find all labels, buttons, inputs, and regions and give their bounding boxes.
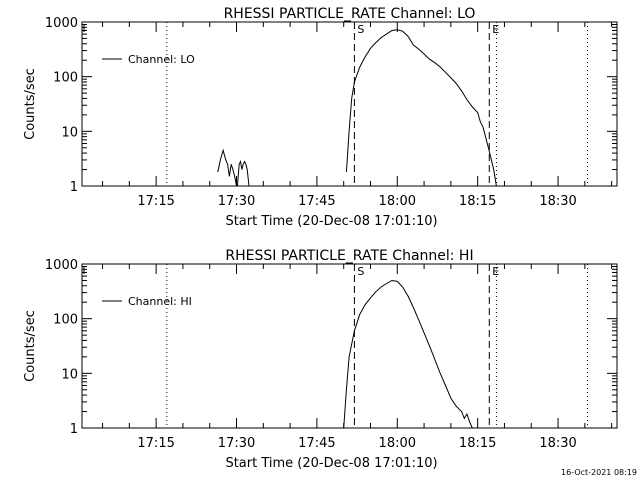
- plot-frame: [81, 263, 618, 429]
- legend-label: Channel: HI: [128, 295, 192, 308]
- series-line: [343, 279, 473, 429]
- chart-panel-hi: RHESSI PARTICLE_RATE Channel: HI 1 10 100 10…: [23, 248, 618, 471]
- x-tick-label: 17:15: [137, 436, 174, 451]
- plot-frame: [81, 21, 618, 187]
- marker-label-e: E: [492, 265, 499, 278]
- footer-timestamp: 16-Oct-2021 08:19: [561, 468, 637, 477]
- x-tick-label: 17:45: [298, 436, 335, 451]
- series-line: [217, 148, 250, 187]
- y-axis-label: Counts/sec: [23, 310, 38, 382]
- y-axis-label: Counts/sec: [23, 68, 38, 140]
- y-tick-label: 1: [70, 180, 78, 195]
- y-tick-label: 1000: [45, 258, 78, 273]
- y-tick-label: 1000: [45, 16, 78, 31]
- x-axis-label: Start Time (20-Dec-08 17:01:10): [225, 214, 437, 229]
- legend-label: Channel: LO: [128, 53, 195, 66]
- x-tick-label: 18:00: [379, 436, 416, 451]
- series-line: [345, 29, 497, 187]
- y-tick-label: 10: [61, 125, 78, 140]
- x-axis-label: Start Time (20-Dec-08 17:01:10): [225, 456, 437, 471]
- chart-title: RHESSI PARTICLE_RATE Channel: HI: [225, 248, 473, 264]
- chart-panel-lo: RHESSI PARTICLE_RATE Channel: LO 1 10 100 10…: [23, 6, 618, 229]
- x-tick-label: 18:00: [379, 194, 416, 209]
- x-tick-label: 17:45: [298, 194, 335, 209]
- marker-label-e: E: [492, 23, 499, 36]
- marker-label-s: S: [357, 23, 364, 36]
- x-tick-label: 18:30: [539, 436, 576, 451]
- y-tick-label: 100: [53, 71, 78, 86]
- x-tick-label: 18:15: [459, 194, 496, 209]
- x-tick-label: 17:15: [137, 194, 174, 209]
- x-tick-label: 18:30: [539, 194, 576, 209]
- x-tick-label: 18:15: [459, 436, 496, 451]
- marker-label-s: S: [357, 265, 364, 278]
- x-tick-label: 17:30: [218, 194, 255, 209]
- y-tick-label: 10: [61, 367, 78, 382]
- y-tick-label: 1: [70, 422, 78, 437]
- y-tick-label: 100: [53, 313, 78, 328]
- chart-title: RHESSI PARTICLE_RATE Channel: LO: [224, 6, 476, 22]
- x-tick-label: 17:30: [218, 436, 255, 451]
